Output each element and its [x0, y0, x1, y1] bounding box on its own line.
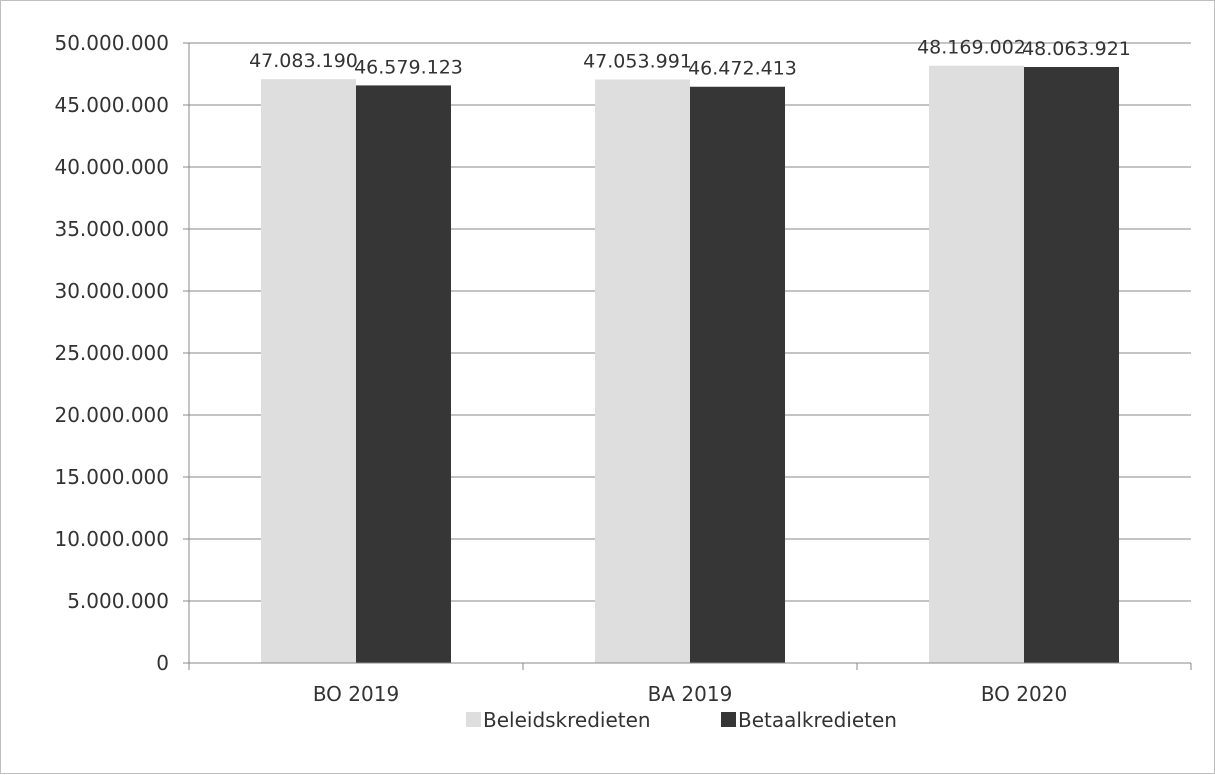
bars: [261, 65, 1119, 664]
bar-beleidskredieten: [595, 79, 690, 663]
x-axis-tick-labels: BO 2019 BA 2019 BO 2020: [313, 682, 1067, 706]
y-tick-label: 40.000.000: [54, 155, 169, 179]
x-tick-label: BO 2019: [313, 682, 399, 706]
legend-swatch: [466, 712, 481, 727]
bar-beleidskredieten: [261, 79, 356, 663]
bar-beleidskredieten: [929, 65, 1024, 664]
legend: Beleidskredieten Betaalkredieten: [466, 708, 897, 732]
bar-betaalkredieten: [1024, 67, 1119, 663]
bar-betaalkredieten: [356, 85, 451, 663]
data-label: 46.579.123: [354, 56, 463, 78]
y-tick-label: 0: [156, 651, 169, 675]
data-label: 48.063.921: [1022, 38, 1131, 60]
axes: [183, 42, 1192, 670]
y-tick-label: 5.000.000: [67, 589, 169, 613]
y-tick-label: 25.000.000: [54, 341, 169, 365]
bar-betaalkredieten: [690, 86, 785, 664]
legend-label: Betaalkredieten: [738, 708, 897, 732]
y-tick-label: 15.000.000: [54, 465, 169, 489]
y-tick-label: 10.000.000: [54, 527, 169, 551]
data-label: 47.083.190: [249, 50, 358, 72]
legend-swatch: [721, 712, 736, 727]
data-label: 46.472.413: [688, 58, 797, 80]
y-tick-label: 20.000.000: [54, 403, 169, 427]
y-tick-label: 30.000.000: [54, 279, 169, 303]
x-tick-label: BA 2019: [648, 682, 733, 706]
y-tick-label: 45.000.000: [54, 93, 169, 117]
data-label: 47.053.991: [583, 51, 692, 73]
y-tick-label: 50.000.000: [54, 31, 169, 55]
y-tick-label: 35.000.000: [54, 217, 169, 241]
data-label: 48.169.002: [917, 37, 1026, 59]
legend-label: Beleidskredieten: [483, 708, 651, 732]
y-axis-tick-labels: 0 5.000.000 10.000.000 15.000.000 20.000.000…: [54, 31, 169, 675]
x-tick-label: BO 2020: [981, 682, 1067, 706]
